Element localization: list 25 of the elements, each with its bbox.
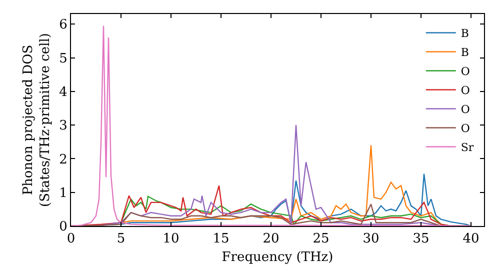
x-tick-label: 40 [462, 232, 480, 247]
y-tick-label: 0 [59, 220, 68, 235]
x-tick-label: 20 [262, 232, 280, 247]
x-tick-label: 5 [116, 232, 126, 247]
y-tick-label: 2 [59, 152, 68, 168]
x-tick-label: 25 [312, 232, 330, 247]
legend-label: Sr [460, 141, 474, 154]
y-tick-label: 5 [59, 51, 68, 66]
y-tick-label: 6 [59, 18, 68, 33]
x-tick-label: 10 [162, 232, 180, 247]
y-tick-label: 1 [59, 186, 68, 201]
y-axis-title: Phonon projected DOS (States/THz·primitive cell) [21, 32, 54, 208]
legend-label: O [460, 103, 470, 116]
legend-label: O [460, 65, 470, 78]
x-tick-label: 30 [362, 232, 380, 247]
legend-label: O [460, 84, 470, 98]
legend-label: B [460, 46, 469, 60]
line-series [71, 25, 472, 226]
x-tick-label: 15 [212, 232, 230, 247]
x-tick-label: 35 [412, 232, 430, 247]
x-axis-title: Frequency (THz) [222, 250, 334, 266]
y-tick-label: 3 [59, 118, 68, 134]
y-tick-label: 4 [59, 84, 68, 100]
legend-label: B [460, 27, 469, 40]
legend-label: O [460, 122, 470, 136]
